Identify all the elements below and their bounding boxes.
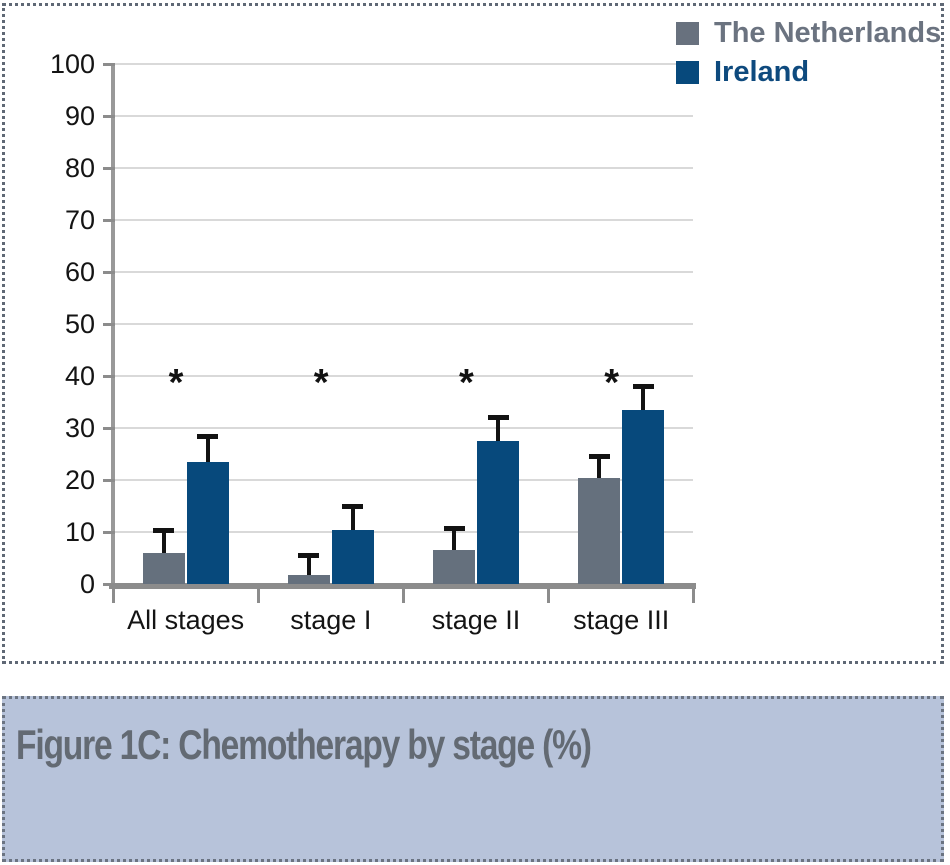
figure-caption: Figure 1C: Chemotherapy by stage (%) (16, 721, 592, 768)
y-axis-tick (103, 583, 115, 586)
netherlands-swatch-icon (676, 21, 699, 45)
error-bar-stem (641, 386, 646, 411)
y-axis-tick (103, 63, 115, 66)
error-bar-stem (161, 530, 166, 553)
y-axis-tick (103, 531, 115, 534)
x-axis-tick (256, 589, 260, 603)
y-axis-tick (103, 479, 115, 482)
y-axis-tick (103, 375, 115, 378)
x-axis-tick (401, 589, 405, 603)
gridline (115, 115, 693, 117)
error-bar-cap (342, 504, 364, 509)
x-axis-line (109, 583, 696, 589)
x-axis-tick (692, 589, 696, 603)
x-axis-tick (111, 589, 115, 603)
bar-ireland-stage-i (331, 530, 374, 584)
ireland-swatch-icon (676, 60, 699, 84)
gridline (115, 271, 693, 273)
bar-the-netherlands-stage-ii (433, 549, 475, 584)
y-axis-tick (103, 167, 115, 170)
x-axis-tick (547, 589, 551, 603)
bar-ireland-stage-ii (477, 441, 519, 584)
error-bar-stem (452, 528, 456, 550)
error-bar-cap (632, 384, 654, 390)
error-bar-stem (496, 416, 500, 441)
gridline (115, 531, 693, 533)
y-axis-tick-label: 50 (64, 309, 95, 339)
y-axis-tick-label: 20 (64, 465, 95, 495)
legend-label-netherlands: The Netherlands (714, 16, 942, 49)
significance-asterisk: * (459, 362, 474, 404)
y-axis-tick-label: 40 (64, 361, 95, 391)
significance-asterisk: * (168, 362, 184, 404)
y-axis-tick (103, 271, 115, 274)
x-axis-category-label: All stages (127, 605, 245, 635)
error-bar-cap (197, 433, 219, 439)
bar-the-netherlands-all-stages (142, 552, 185, 584)
y-axis-tick-label: 30 (64, 413, 95, 443)
gridline (115, 219, 693, 221)
significance-asterisk: * (604, 362, 619, 404)
x-axis-category-label: stage I (290, 605, 372, 635)
error-bar-stem (350, 506, 355, 531)
y-axis-tick-label: 0 (79, 569, 95, 599)
legend-item-ireland: Ireland (676, 56, 941, 88)
error-bar-stem (306, 554, 311, 575)
legend: The Netherlands Ireland (676, 17, 941, 88)
y-axis-tick (103, 427, 115, 430)
legend-label-ireland: Ireland (714, 55, 810, 88)
error-bar-cap (153, 528, 175, 534)
legend-item-netherlands: The Netherlands (676, 17, 941, 49)
x-axis-category-label: stage III (573, 605, 670, 635)
y-axis-tick-label: 80 (64, 153, 95, 183)
y-axis-tick-label: 100 (49, 49, 95, 79)
y-axis-tick-label: 90 (64, 101, 95, 131)
gridline (115, 375, 693, 377)
y-axis-tick (103, 219, 115, 222)
error-bar-cap (588, 453, 610, 459)
error-bar-stem (597, 455, 602, 478)
gridline (115, 323, 693, 325)
error-bar-cap (443, 526, 465, 532)
y-axis-tick (103, 323, 115, 326)
bar-the-netherlands-stage-iii (578, 477, 621, 584)
gridline (115, 427, 693, 429)
error-bar-stem (205, 435, 210, 462)
y-axis-tick-label: 60 (64, 257, 95, 287)
error-bar-cap (298, 552, 320, 558)
significance-asterisk: * (313, 362, 329, 404)
x-axis-category-label: stage II (431, 605, 521, 635)
bar-ireland-stage-iii (622, 410, 665, 584)
y-axis-tick (103, 115, 115, 118)
y-axis-tick-label: 70 (64, 205, 95, 235)
gridline (115, 479, 693, 481)
y-axis-tick-label: 10 (64, 517, 95, 547)
gridline (115, 167, 693, 169)
bar-ireland-all-stages (186, 461, 229, 584)
error-bar-cap (487, 414, 509, 420)
gridline (115, 63, 693, 65)
bar-the-netherlands-stage-i (287, 574, 330, 584)
caption-panel: Figure 1C: Chemotherapy by stage (%) (2, 696, 944, 862)
